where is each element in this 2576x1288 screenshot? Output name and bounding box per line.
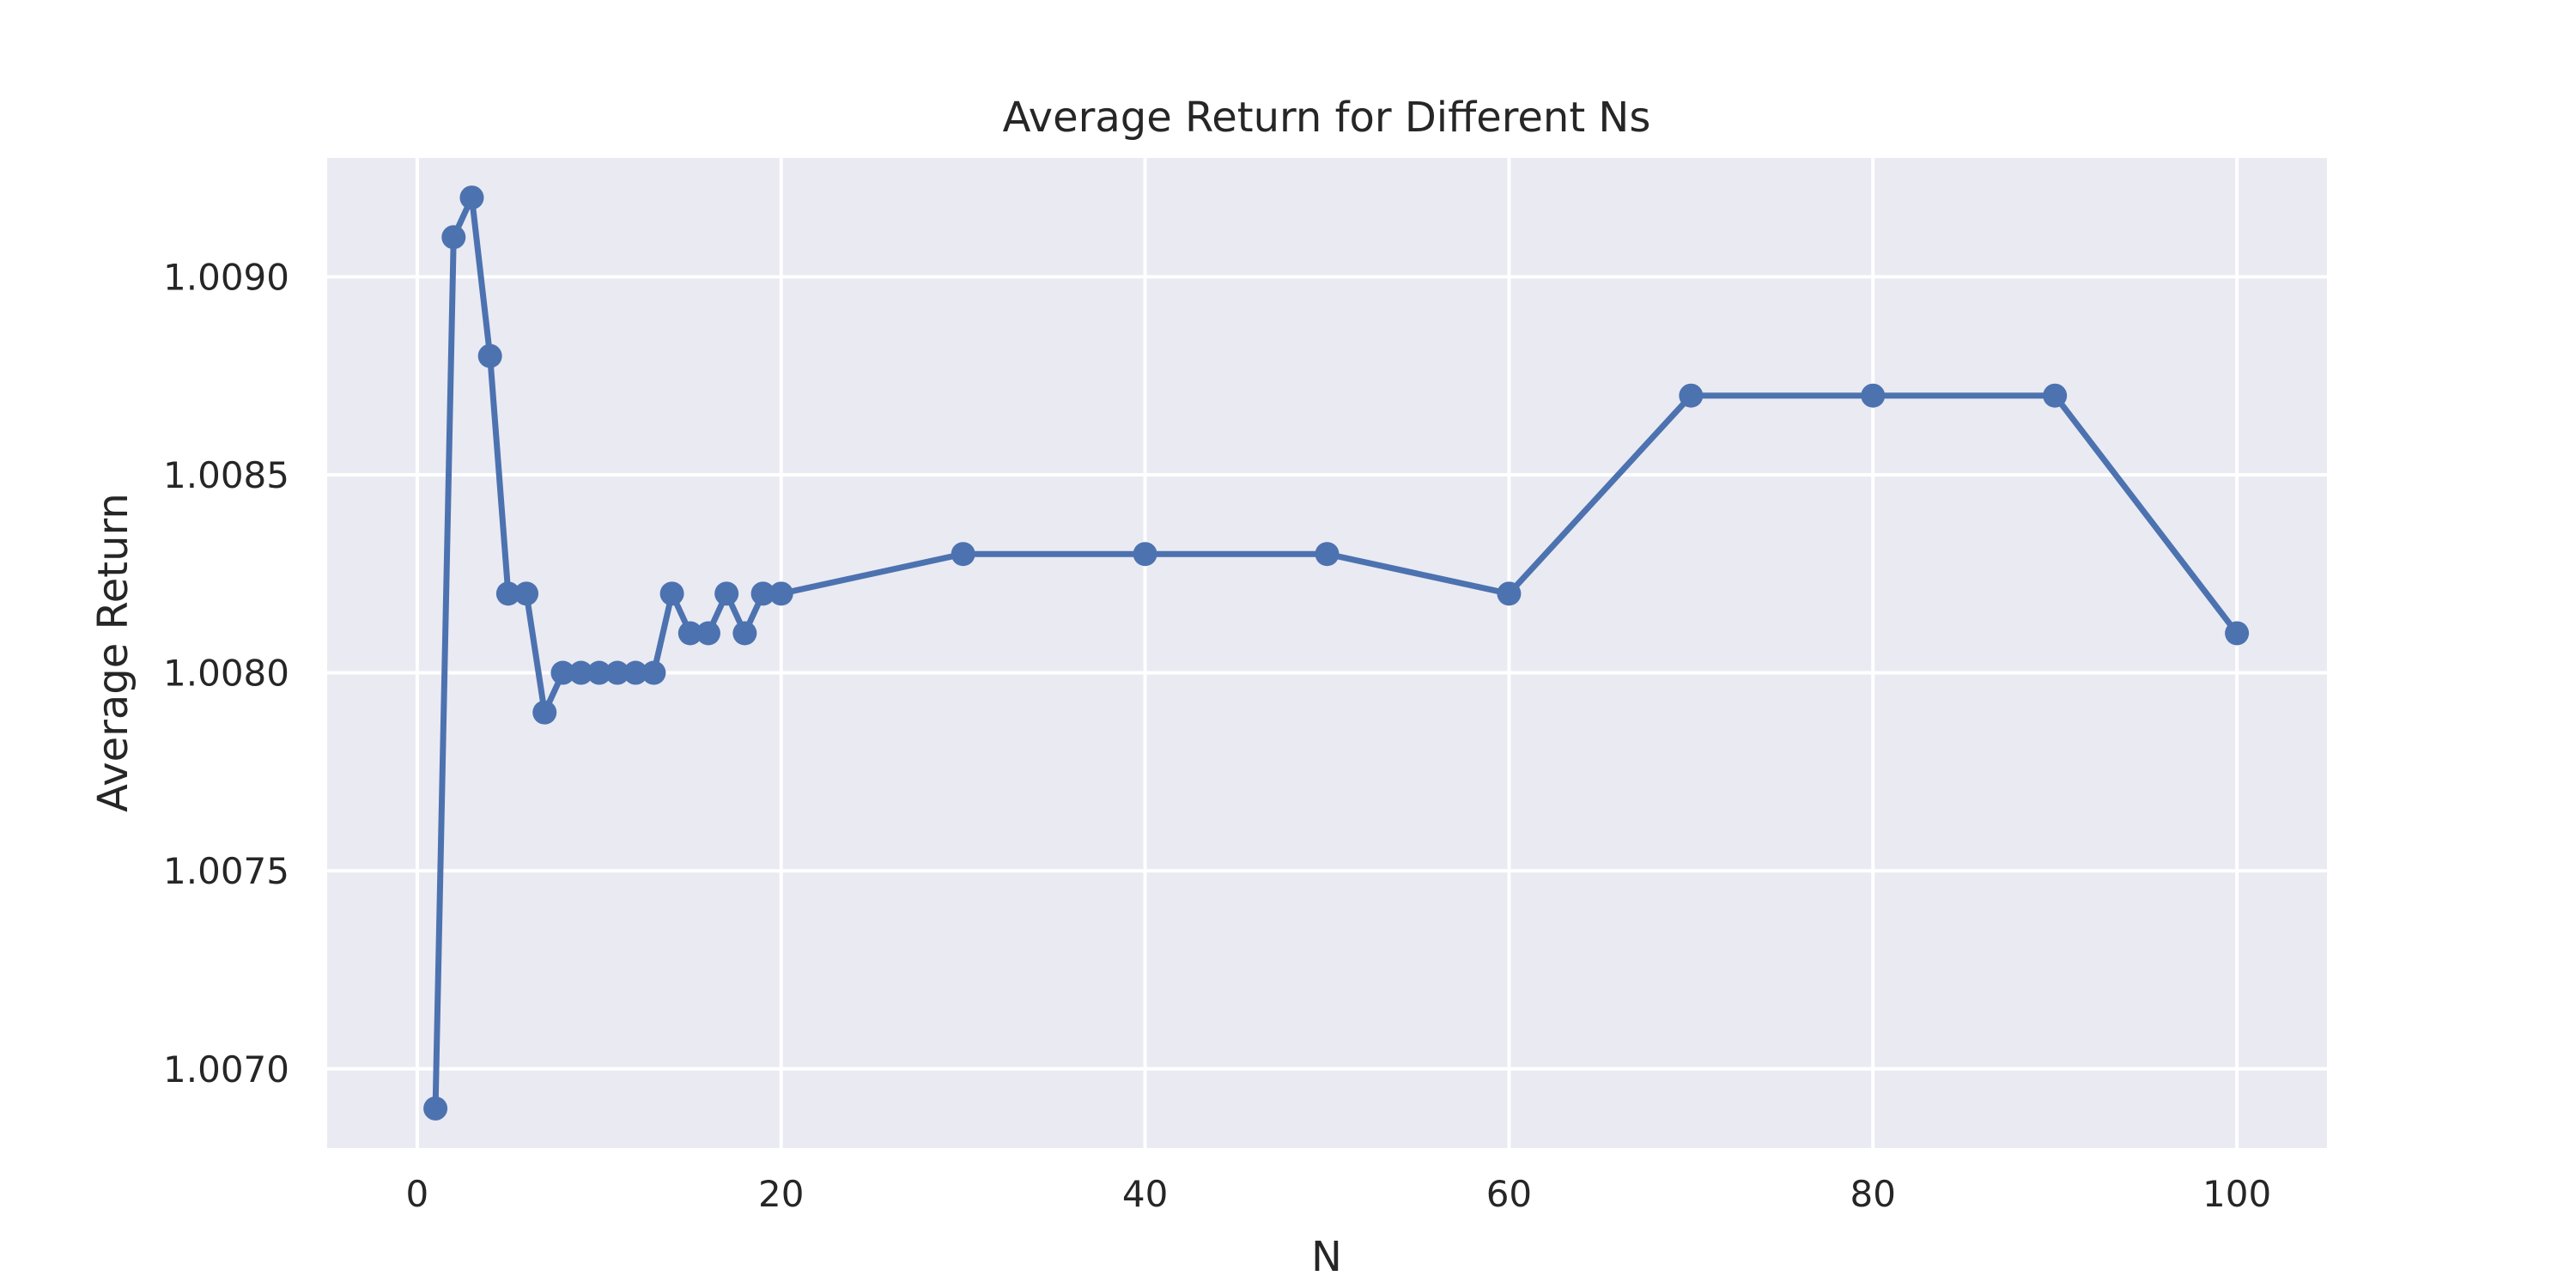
data-point [732,621,757,646]
data-point [477,343,502,368]
x-tick-label: 40 [1122,1173,1168,1215]
y-tick-label: 1.0075 [163,850,289,892]
data-point [2043,383,2068,408]
data-point [951,542,975,567]
y-axis-label: Average Return [89,493,137,812]
data-point [750,581,775,606]
data-point [623,660,648,685]
x-tick-label: 60 [1486,1173,1532,1215]
data-point [423,1096,448,1121]
data-point [769,581,793,606]
data-point [605,660,630,685]
x-tick-label: 80 [1850,1173,1896,1215]
data-point [696,621,720,646]
y-tick-labels: 1.0070 1.0075 1.0080 1.0085 1.0090 [163,256,289,1090]
data-point [677,621,702,646]
data-point [550,660,575,685]
x-tick-label: 100 [2202,1173,2271,1215]
data-point [659,581,684,606]
x-tick-label: 20 [758,1173,804,1215]
data-point [568,660,593,685]
data-point [514,581,539,606]
series-layer [423,185,2250,1121]
y-tick-label: 1.0085 [163,454,289,496]
y-grid [327,275,2327,1071]
data-point [532,700,557,725]
data-point [1679,383,1704,408]
data-point [1861,383,1886,408]
y-tick-label: 1.0080 [163,653,289,695]
data-point [1315,542,1340,567]
chart-title: Average Return for Different Ns [1003,94,1651,142]
data-point [1133,542,1157,567]
data-point [2225,621,2250,646]
data-point [495,581,520,606]
data-point [586,660,611,685]
x-tick-label: 0 [406,1173,429,1215]
plot-area [327,158,2327,1148]
y-tick-label: 1.0090 [163,256,289,298]
data-point [714,581,739,606]
data-point [459,185,484,210]
x-axis-label: N [1311,1233,1342,1281]
data-point [441,225,466,250]
x-grid [415,158,2239,1148]
y-tick-label: 1.0070 [163,1048,289,1091]
data-point [1497,581,1522,606]
x-tick-labels: 0 20 40 60 80 100 [406,1173,2272,1215]
data-point [641,660,666,685]
